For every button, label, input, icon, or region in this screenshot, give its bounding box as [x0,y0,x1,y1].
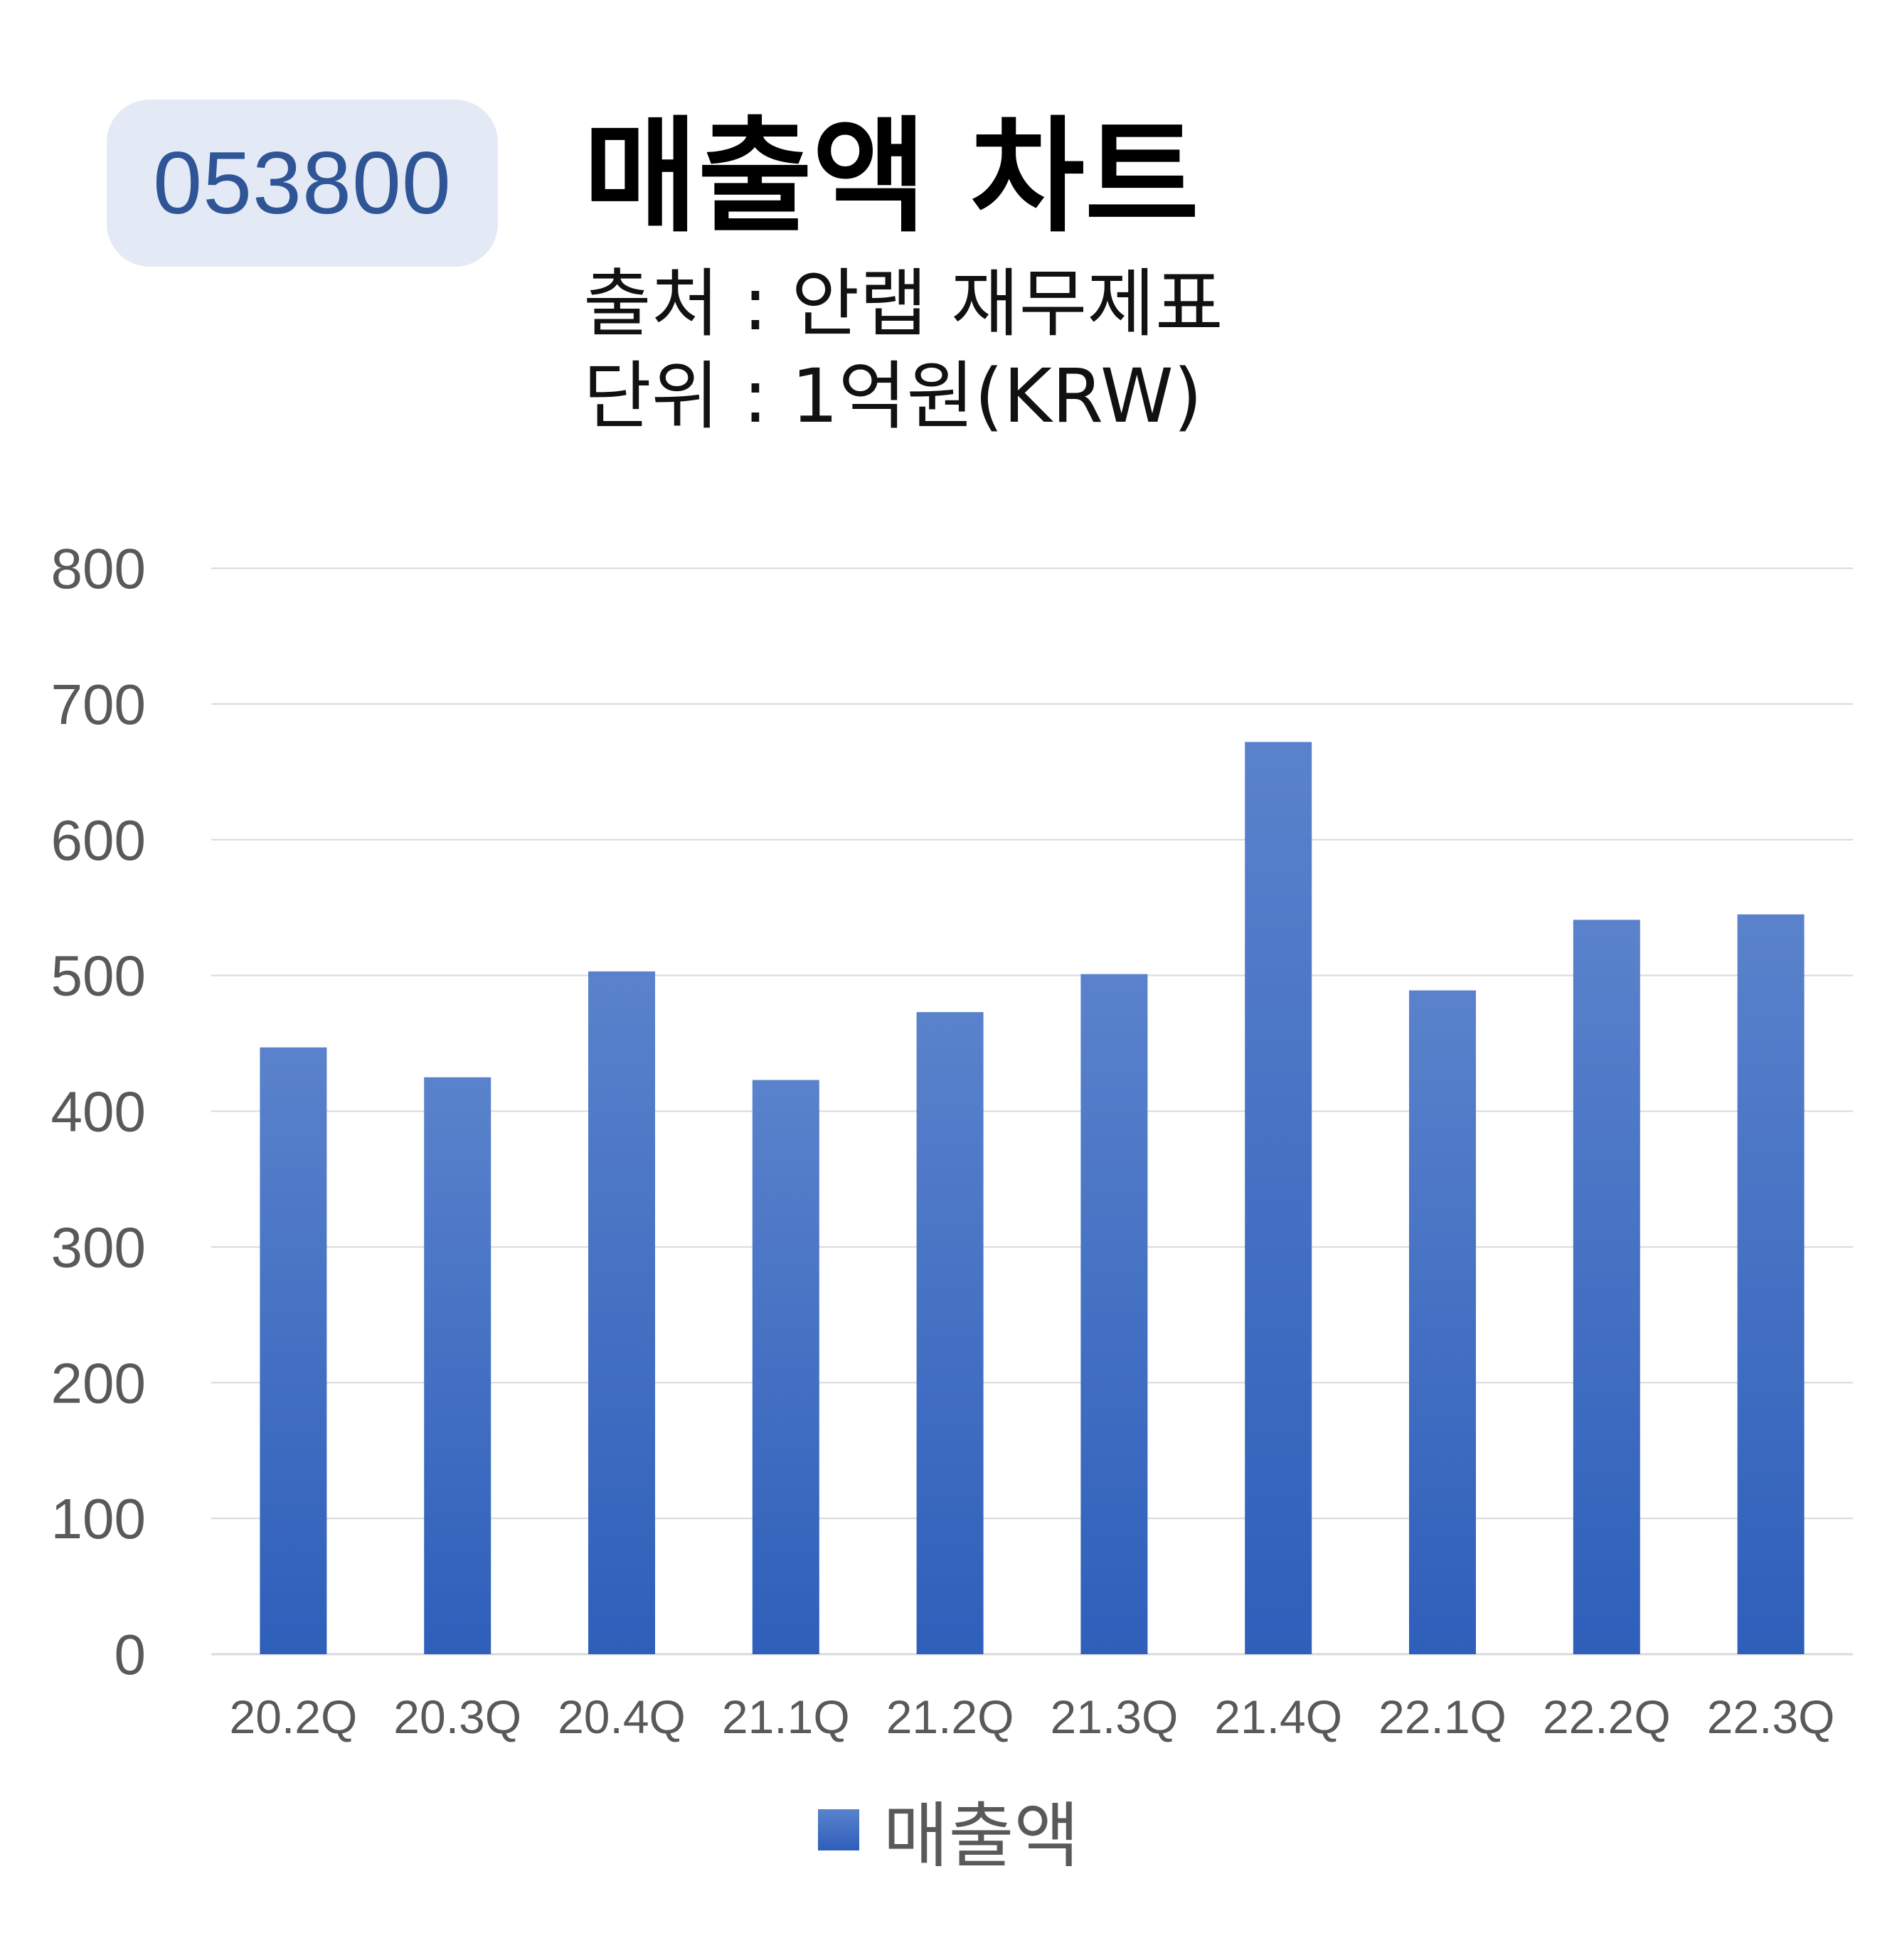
x-tick-label: 20.3Q [393,1690,521,1743]
y-tick-label: 400 [51,1080,146,1144]
y-tick-label: 600 [51,809,146,872]
bars [260,742,1805,1654]
legend-label: 매출액 [883,1794,1080,1878]
y-tick-label: 100 [51,1487,146,1550]
x-tick-label: 21.1Q [722,1690,850,1743]
bar-20.2Q [260,1047,327,1654]
bar-22.1Q [1409,990,1476,1654]
stock-code: 053800 [153,134,452,233]
x-tick-label: 22.2Q [1543,1690,1671,1743]
unit-note: 단위 : 1억원(KRW) [583,353,1203,440]
legend-swatch [817,1809,859,1850]
y-tick-label: 200 [51,1351,146,1415]
x-tick-label: 22.1Q [1378,1690,1507,1743]
y-tick-label: 300 [51,1215,146,1279]
x-tick-label: 20.2Q [230,1690,358,1743]
bar-21.2Q [916,1012,984,1654]
bar-21.3Q [1080,974,1148,1654]
legend: 매출액 [0,1778,1897,1881]
x-tick-label: 21.3Q [1051,1690,1179,1743]
x-axis-ticks: 20.2Q 20.3Q 20.4Q 21.1Q 21.2Q 21.3Q 21.4Q 22.1Q… [230,1690,1835,1743]
x-tick-label: 21.4Q [1214,1690,1342,1743]
y-tick-label: 700 [51,673,146,736]
bar-21.4Q [1245,742,1312,1654]
y-tick-label: 500 [51,944,146,1008]
y-tick-label: 0 [115,1623,147,1686]
bar-22.2Q [1573,920,1640,1654]
bar-21.1Q [752,1080,819,1654]
x-tick-label: 21.2Q [886,1690,1014,1743]
bar-22.3Q [1737,914,1805,1654]
x-tick-label: 22.3Q [1707,1690,1835,1743]
bar-20.4Q [588,971,655,1654]
y-tick-label: 800 [51,537,146,600]
y-axis-ticks: 0 100 200 300 400 500 600 700 800 [51,537,146,1686]
source-note: 출처 : 안랩 재무제표 [583,260,1223,347]
bar-20.3Q [424,1077,491,1654]
chart-title: 매출액 차트 [583,105,1199,250]
x-tick-label: 20.4Q [558,1690,686,1743]
stock-code-badge: 053800 [107,100,498,267]
